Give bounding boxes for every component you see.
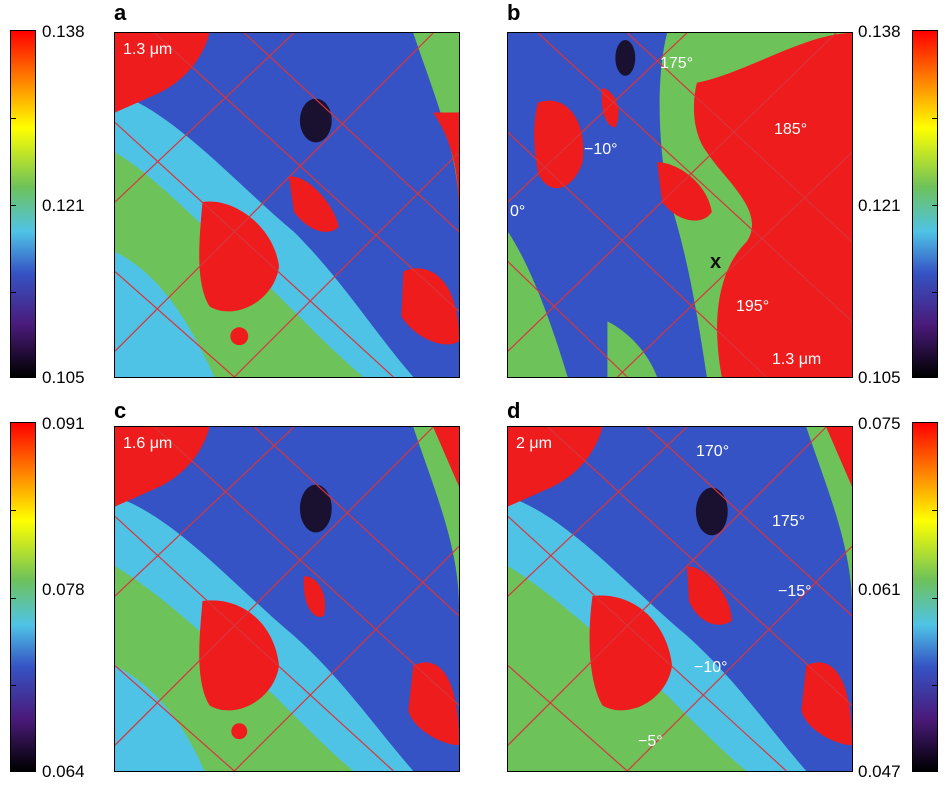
- angle-label-0: 0°: [510, 203, 526, 220]
- colorbar-top-right-max: 0.138: [858, 22, 901, 41]
- angle-label-185: 185°: [774, 121, 808, 138]
- colorbar-top-right-mid: 0.121: [858, 196, 901, 215]
- panel-label-a: a: [114, 0, 127, 25]
- map-image-d: [508, 427, 852, 771]
- wavelength-label-d: 2 μm: [516, 435, 552, 452]
- colorbar-top-left-max: 0.138: [42, 22, 85, 41]
- angle-label-175-d: 175°: [772, 513, 806, 530]
- colorbar-top-right-min: 0.105: [858, 368, 901, 387]
- cross-marker: x: [710, 251, 722, 273]
- angle-label-minus15: −15°: [778, 583, 812, 600]
- map-panel-d: 2 μm 170° 175° −15° −10° −5°: [507, 426, 853, 772]
- colorbar-top-left-mid: 0.121: [42, 196, 85, 215]
- colorbar-top-left-min: 0.105: [42, 368, 85, 387]
- wavelength-label-b: 1.3 μm: [772, 351, 822, 368]
- colorbar-bottom-right-max: 0.075: [858, 414, 901, 433]
- map-panel-b: 175° 185° −10° 0° 195° 1.3 μm x: [507, 32, 853, 378]
- map-image-c: [115, 427, 459, 771]
- angle-label-175: 175°: [660, 55, 694, 72]
- wavelength-label-a: 1.3 μm: [123, 41, 173, 58]
- map-panel-a: 1.3 μm: [114, 32, 460, 378]
- wavelength-label-c: 1.6 μm: [123, 435, 173, 452]
- colorbar-bottom-left-mid: 0.078: [42, 580, 85, 599]
- map-image-b: [508, 33, 852, 377]
- angle-label-170: 170°: [696, 443, 730, 460]
- angle-label-minus10: −10°: [584, 141, 618, 158]
- colorbar-bottom-right: [912, 422, 938, 772]
- panel-label-d: d: [507, 398, 521, 423]
- colorbar-bottom-left: [10, 422, 36, 772]
- colorbar-bottom-left-min: 0.064: [42, 762, 85, 781]
- colorbar-top-left: [10, 30, 36, 378]
- panel-label-b: b: [507, 0, 521, 25]
- panel-label-c: c: [114, 398, 127, 423]
- colorbar-bottom-right-mid: 0.061: [858, 580, 901, 599]
- angle-label-195: 195°: [736, 298, 770, 315]
- colorbar-bottom-right-min: 0.047: [858, 762, 901, 781]
- map-panel-c: 1.6 μm: [114, 426, 460, 772]
- angle-label-minus5: −5°: [638, 733, 663, 750]
- angle-label-minus10-d: −10°: [694, 659, 728, 676]
- map-image-a: [115, 33, 459, 377]
- colorbar-top-right: [912, 30, 938, 378]
- colorbar-bottom-left-max: 0.091: [42, 414, 85, 433]
